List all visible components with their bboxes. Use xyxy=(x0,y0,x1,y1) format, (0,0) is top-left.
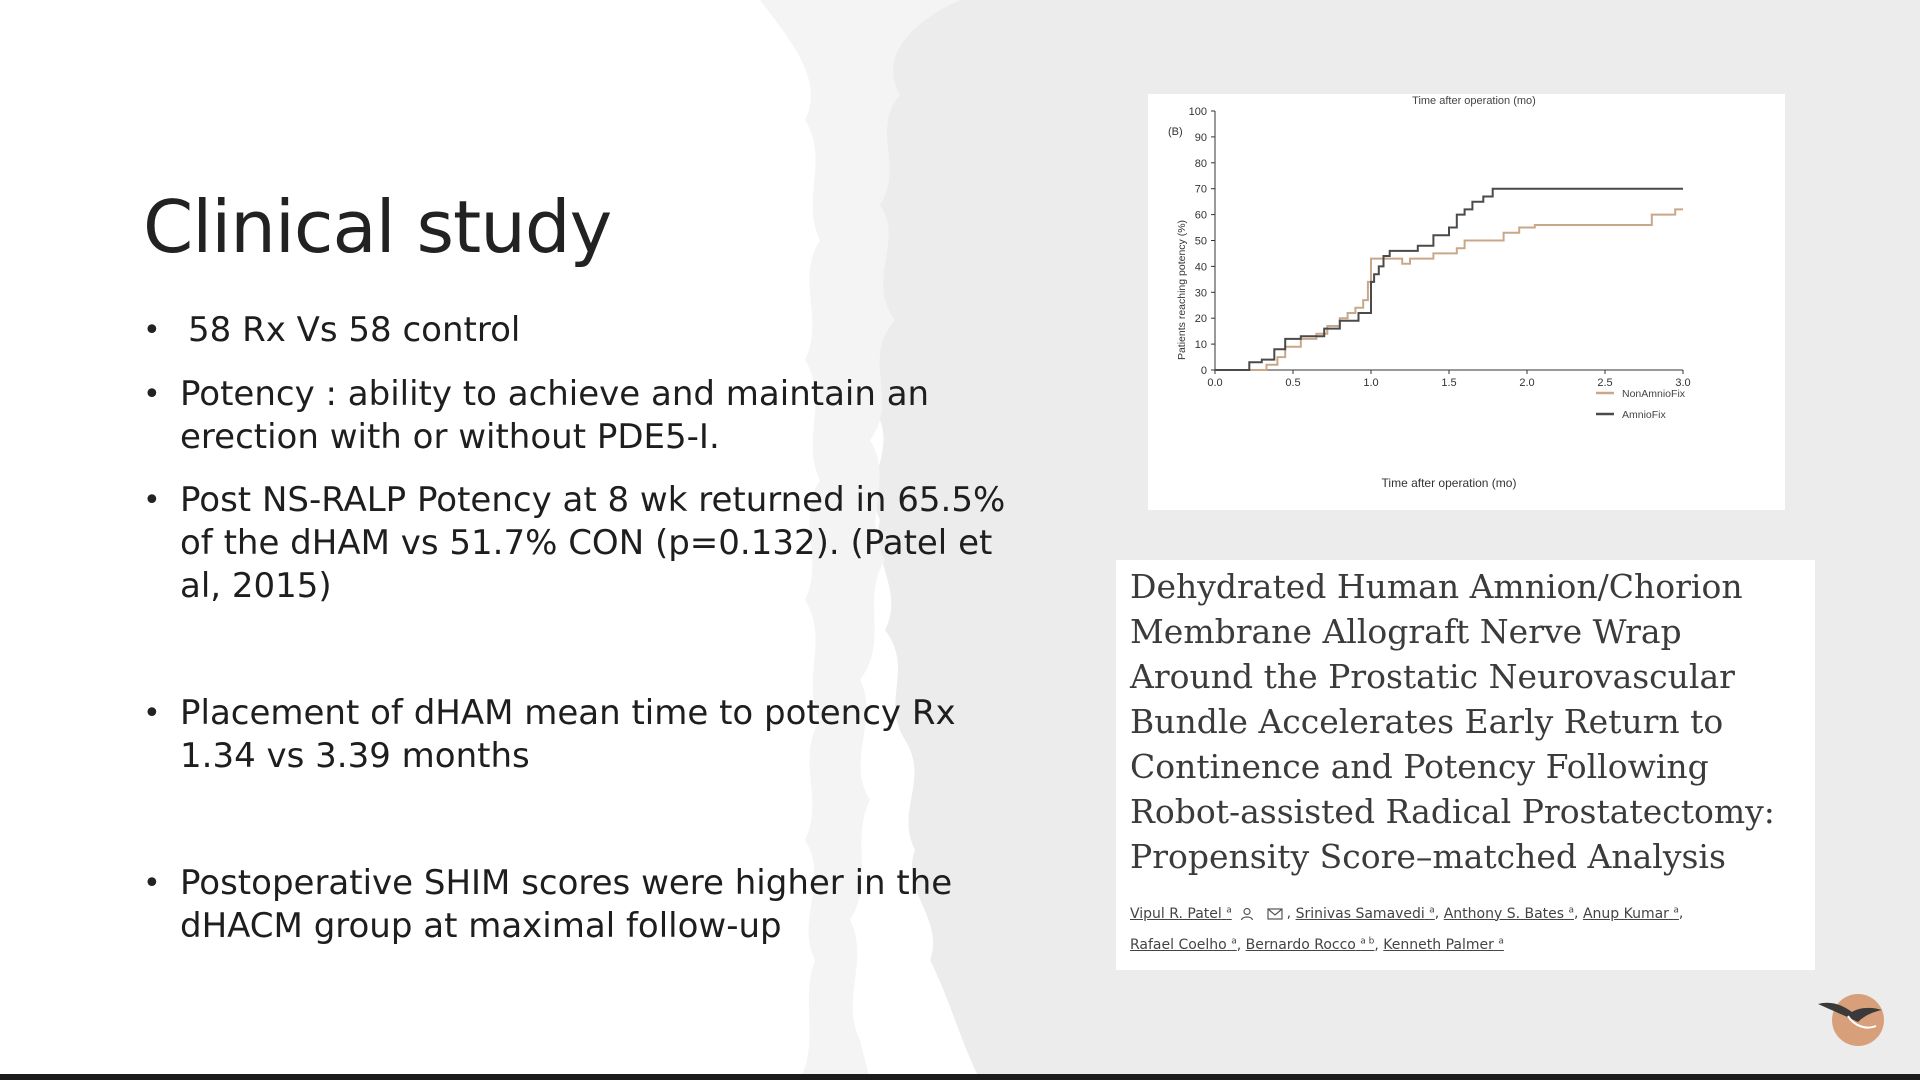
chart-y-tick-label: 80 xyxy=(1195,158,1207,170)
paper-title: Dehydrated Human Amnion/Chorion Membrane… xyxy=(1130,567,1775,876)
author-link[interactable]: Kenneth Palmer a xyxy=(1383,936,1504,954)
chart-y-tick-label: 40 xyxy=(1195,261,1207,273)
author-link[interactable]: Anup Kumar a xyxy=(1582,905,1679,922)
author-link[interactable]: Vipul R. Patel a xyxy=(1130,905,1232,922)
chart-x-axis-label: Time after operation (mo) xyxy=(1382,476,1517,490)
author-list: Vipul R. Patel a , Srinivas Samavedi a, … xyxy=(1130,905,1684,954)
chart-panel-label: (B) xyxy=(1168,126,1183,138)
chart-top-caption: Time after operation (mo) xyxy=(1412,95,1536,107)
chart-series-line-nonamniofix xyxy=(1215,208,1683,371)
chart-legend: NonAmnioFix AmnioFix xyxy=(1596,388,1686,421)
author-link[interactable]: Bernardo Rocco a b xyxy=(1245,936,1375,954)
chart-x-tick-label: 2.5 xyxy=(1597,377,1612,389)
chart-x-tick-label: 1.0 xyxy=(1363,377,1378,389)
chart-series xyxy=(1215,187,1683,371)
chart-x-tick-label: 3.0 xyxy=(1675,377,1690,389)
chart-y-tick-label: 30 xyxy=(1195,287,1207,299)
chart-series-line-amniofix xyxy=(1215,187,1683,371)
person-icon[interactable] xyxy=(1240,907,1254,921)
author-link[interactable]: Srinivas Samavedi a xyxy=(1295,905,1435,922)
bullet-item: Potency : ability to achieve and maintai… xyxy=(140,373,1020,459)
chart-y-tick-label: 90 xyxy=(1195,132,1207,144)
chart-legend-label: AmnioFix xyxy=(1622,409,1667,421)
bullet-item: Placement of dHAM mean time to potency R… xyxy=(140,692,960,778)
bullet-item: Postoperative SHIM scores were higher in… xyxy=(140,862,960,948)
chart-legend-label: NonAmnioFix xyxy=(1622,388,1686,400)
chart-y-tick-label: 100 xyxy=(1189,106,1207,118)
bullet-item: 58 Rx Vs 58 control xyxy=(140,309,1020,352)
chart-y-tick-label: 10 xyxy=(1195,339,1207,351)
chart-y-axis-label: Patients reaching potency (%) xyxy=(1176,220,1188,360)
chart-x-tick-label: 0.0 xyxy=(1207,377,1222,389)
chart-axes: 0.0 0.5 1.0 1.5 2.0 2.5 3.0 0 10 20 30 40 50 60 70 80 90… xyxy=(1189,106,1691,389)
chart-y-tick-label: 20 xyxy=(1195,313,1207,325)
paper-citation: Dehydrated Human Amnion/Chorion Membrane… xyxy=(1116,560,1815,970)
bottom-bar xyxy=(0,1074,1920,1080)
chart-y-tick-label: 70 xyxy=(1195,184,1207,196)
chart-x-tick-label: 1.5 xyxy=(1441,377,1456,389)
chart-y-tick-label: 0 xyxy=(1201,365,1207,377)
slide-title: Clinical study xyxy=(143,185,612,269)
potency-chart-svg: Time after operation (mo) (B) Time after… xyxy=(1168,95,1691,490)
email-icon[interactable] xyxy=(1267,908,1283,920)
chart-x-tick-label: 0.5 xyxy=(1285,377,1300,389)
bullet-item: Post NS-RALP Potency at 8 wk returned in… xyxy=(140,479,1020,608)
chart-y-tick-label: 60 xyxy=(1195,210,1207,222)
chart-x-tick-label: 2.0 xyxy=(1519,377,1534,389)
author-link[interactable]: Anthony S. Bates a xyxy=(1443,905,1575,922)
potency-chart: Time after operation (mo) (B) Time after… xyxy=(1148,94,1785,510)
author-link[interactable]: Rafael Coelho a xyxy=(1130,936,1237,954)
bird-logo-icon xyxy=(1818,994,1884,1046)
chart-y-tick-label: 50 xyxy=(1195,236,1207,248)
